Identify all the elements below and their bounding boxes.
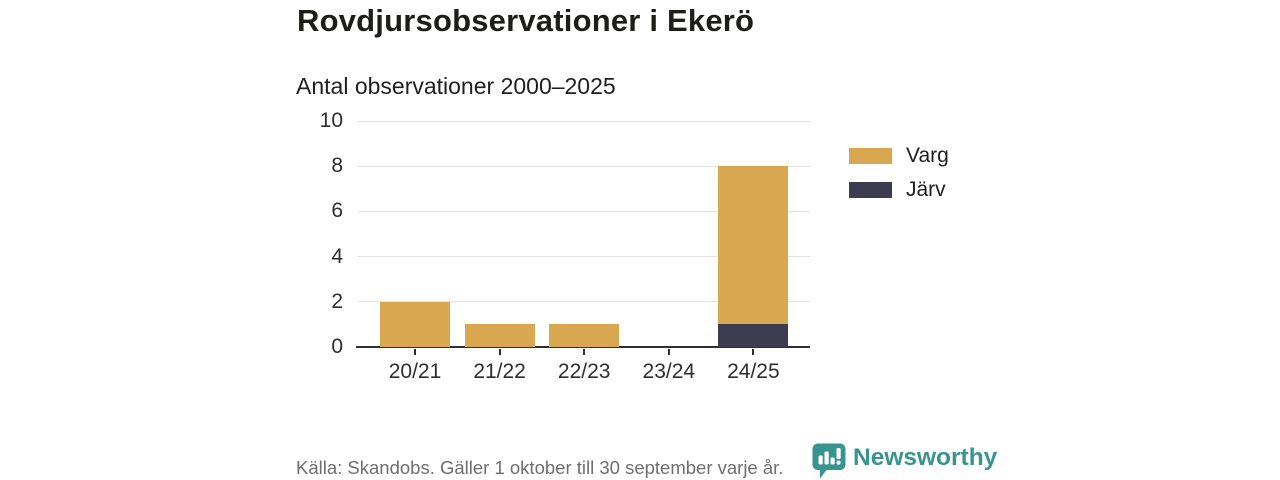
legend-item-järv: Järv (849, 179, 949, 200)
y-axis-label: 6 (331, 199, 343, 223)
x-axis-label-23/24: 23/24 (642, 360, 696, 383)
x-axis-tick-23/24 (667, 348, 670, 355)
gridline-y-10 (358, 120, 810, 122)
y-axis-label: 8 (331, 154, 343, 178)
legend-swatch-järv (849, 181, 892, 198)
newsworthy-wordmark: Newsworthy (853, 444, 998, 471)
legend-item-varg: Varg (849, 145, 949, 166)
bar-segment-järv-24/25 (718, 324, 789, 347)
y-axis-label: 4 (331, 244, 343, 268)
chart-title: Rovdjursobservationer i Ekerö (297, 3, 755, 38)
x-axis-label-21/22: 21/22 (473, 360, 526, 383)
chart-subtitle: Antal observationer 2000–2025 (296, 73, 616, 99)
x-axis-label-24/25: 24/25 (727, 360, 780, 383)
gridline-y-6 (358, 210, 810, 212)
gridline-y-8 (358, 165, 810, 167)
x-axis-tick-21/22 (498, 348, 501, 355)
bar-segment-varg-24/25 (718, 166, 789, 325)
x-axis-tick-22/23 (583, 348, 586, 355)
x-axis-tick-20/21 (414, 348, 416, 355)
chart-legend: Varg Järv (849, 145, 949, 213)
newsworthy-logo-icon (812, 443, 846, 479)
bar-segment-varg-22/23 (549, 324, 620, 347)
gridline-y-2 (358, 301, 810, 303)
x-axis-tick-24/25 (752, 348, 755, 355)
y-axis-label: 2 (331, 289, 343, 313)
newsworthy-brand-link[interactable]: Newsworthy (812, 443, 997, 479)
y-axis-label: 10 (319, 109, 343, 133)
gridline-y-4 (358, 256, 810, 258)
bar-segment-varg-20/21 (380, 301, 450, 347)
bar-segment-varg-21/22 (464, 324, 535, 347)
x-axis-label-20/21: 20/21 (388, 360, 442, 383)
y-axis-label: 0 (331, 335, 343, 359)
legend-label-varg: Varg (906, 144, 949, 167)
x-axis-label-22/23: 22/23 (557, 360, 611, 383)
legend-swatch-varg (849, 147, 892, 164)
source-note: Källa: Skandobs. Gäller 1 oktober till 3… (296, 457, 784, 478)
legend-label-järv: Järv (906, 178, 946, 201)
